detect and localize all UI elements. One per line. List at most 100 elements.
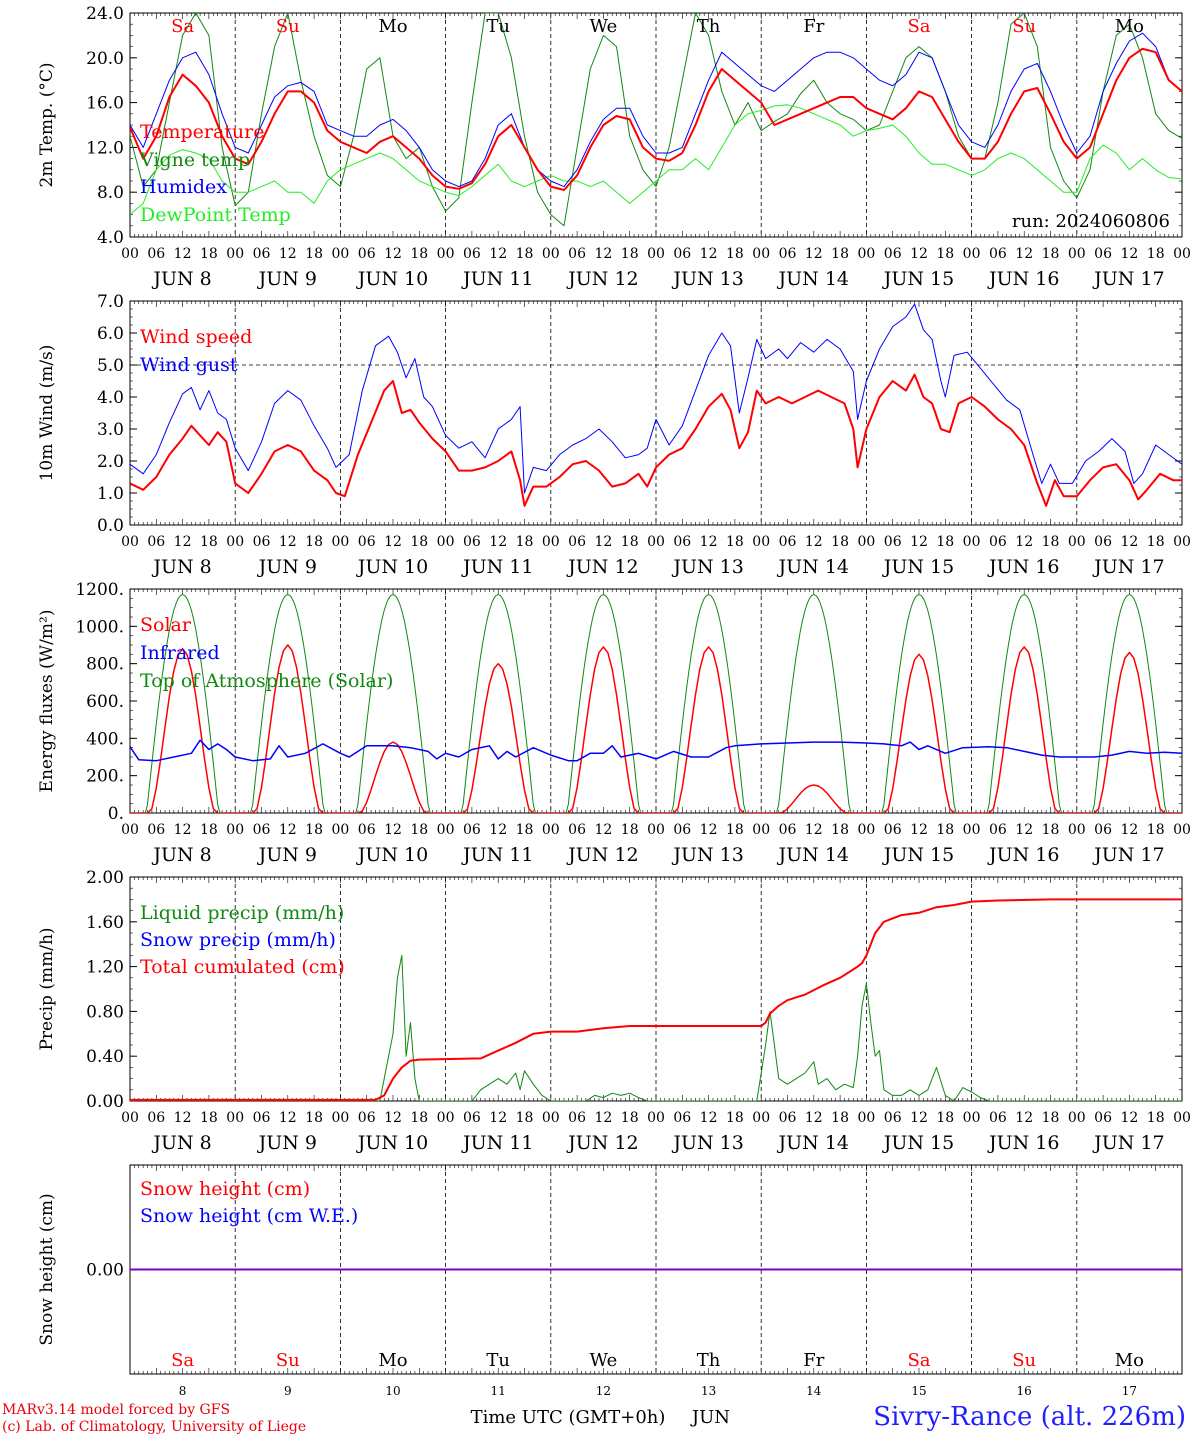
hour-label: 06	[568, 822, 586, 838]
date-label: JUN 13	[671, 556, 743, 578]
hour-label: 06	[779, 822, 797, 838]
hour-label: 12	[594, 822, 612, 838]
hour-label: 12	[805, 1110, 823, 1126]
day-number-label: 10	[385, 1384, 400, 1398]
weekday-label: Mo	[378, 16, 407, 37]
month-label: JUN	[690, 1407, 730, 1428]
y-tick-label: 0.00	[86, 1092, 124, 1112]
hour-label: 18	[621, 1110, 639, 1126]
hour-label: 00	[437, 246, 455, 262]
y-tick-label: 2.00	[86, 868, 124, 888]
hour-label: 00	[437, 534, 455, 550]
hour-label: 12	[279, 246, 297, 262]
day-number-label: 15	[911, 1384, 926, 1398]
date-label: JUN 17	[1092, 556, 1164, 578]
hour-label: 18	[726, 822, 744, 838]
hour-label: 12	[489, 246, 507, 262]
weekday-label: Th	[697, 16, 721, 37]
weekday-label: Mo	[1115, 1350, 1144, 1371]
panel-energy: 0. 200. 400. 600. 800. 1000. 1200. Energy fluxe…	[37, 580, 1191, 866]
hour-label: 00	[331, 822, 349, 838]
date-label: JUN 8	[151, 1132, 211, 1154]
hour-label: 06	[884, 822, 902, 838]
legend-entry: Wind gust	[140, 354, 238, 376]
series-temperature	[130, 47, 1182, 191]
hour-label: 00	[752, 822, 770, 838]
y-tick-label: 0.40	[86, 1047, 124, 1067]
legend-entry: Infrared	[140, 642, 220, 664]
hour-label: 18	[516, 822, 534, 838]
y-axis-label: 10m Wind (m/s)	[37, 345, 57, 482]
date-label: JUN 11	[461, 556, 533, 578]
date-label: JUN 10	[356, 1132, 428, 1154]
y-tick-label: 1.60	[86, 913, 124, 933]
series-top-of-atmosphere-solar-	[130, 594, 1182, 813]
hour-label: 00	[963, 1110, 981, 1126]
day-number-label: 17	[1122, 1384, 1137, 1398]
hour-label: 06	[1094, 534, 1112, 550]
hour-label: 12	[279, 534, 297, 550]
hour-label: 18	[726, 534, 744, 550]
legend-entry: Snow height (cm W.E.)	[140, 1205, 358, 1227]
hour-label: 12	[174, 246, 192, 262]
series-dewpoint-temp	[130, 104, 1182, 215]
date-label: JUN 11	[461, 1132, 533, 1154]
weekday-label: Su	[1012, 1350, 1036, 1371]
hour-label: 06	[568, 246, 586, 262]
hour-label: 00	[752, 246, 770, 262]
day-number-label: 16	[1017, 1384, 1032, 1398]
y-tick-label: 2.0	[97, 452, 124, 472]
hour-label: 18	[831, 246, 849, 262]
date-label: JUN 14	[777, 1132, 849, 1154]
hour-label: 00	[857, 822, 875, 838]
credit-line-2: (c) Lab. of Climatology, University of L…	[2, 1419, 307, 1435]
hour-label: 06	[147, 534, 165, 550]
hour-label: 12	[1015, 822, 1033, 838]
hour-label: 12	[594, 534, 612, 550]
date-label: JUN 9	[257, 844, 317, 866]
hour-label: 12	[805, 822, 823, 838]
hour-label: 18	[936, 534, 954, 550]
y-axis-label: Snow height (cm)	[37, 1193, 57, 1345]
hour-label: 12	[489, 1110, 507, 1126]
hour-label: 12	[805, 534, 823, 550]
hour-label: 12	[174, 1110, 192, 1126]
hour-label: 00	[1173, 822, 1191, 838]
legend-entry: Solar	[140, 614, 192, 636]
weekday-label: Sa	[171, 1350, 194, 1371]
hour-label: 12	[489, 534, 507, 550]
hour-label: 00	[331, 246, 349, 262]
legend-entry: Temperature	[140, 121, 264, 143]
hour-label: 00	[1068, 534, 1086, 550]
date-label: JUN 13	[671, 268, 743, 290]
hour-label: 06	[147, 822, 165, 838]
hour-label: 18	[305, 1110, 323, 1126]
day-number-label: 13	[701, 1384, 716, 1398]
y-axis-label: Energy fluxes (W/m²)	[37, 610, 57, 793]
weekday-label: Mo	[1115, 16, 1144, 37]
hour-label: 06	[147, 1110, 165, 1126]
hour-label: 00	[226, 246, 244, 262]
hour-label: 12	[384, 1110, 402, 1126]
date-label: JUN 15	[882, 556, 954, 578]
hour-label: 12	[700, 822, 718, 838]
date-label: JUN 16	[987, 268, 1059, 290]
hour-label: 06	[463, 822, 481, 838]
hour-label: 06	[673, 1110, 691, 1126]
date-label: JUN 9	[257, 268, 317, 290]
hour-label: 18	[726, 246, 744, 262]
weekday-label: Mo	[378, 1350, 407, 1371]
date-label: JUN 9	[257, 1132, 317, 1154]
date-label: JUN 15	[882, 844, 954, 866]
y-tick-label: 0.0	[97, 516, 124, 536]
hour-label: 00	[963, 822, 981, 838]
day-number-label: 14	[806, 1384, 822, 1398]
y-tick-label: 3.0	[97, 420, 124, 440]
weekday-label: Tu	[486, 1350, 510, 1371]
hour-label: 12	[174, 822, 192, 838]
date-label: JUN 15	[882, 268, 954, 290]
hour-label: 06	[463, 534, 481, 550]
weekday-label: Su	[1012, 16, 1036, 37]
hour-label: 18	[200, 1110, 218, 1126]
y-axis-label: Precip (mm/h)	[37, 927, 57, 1050]
